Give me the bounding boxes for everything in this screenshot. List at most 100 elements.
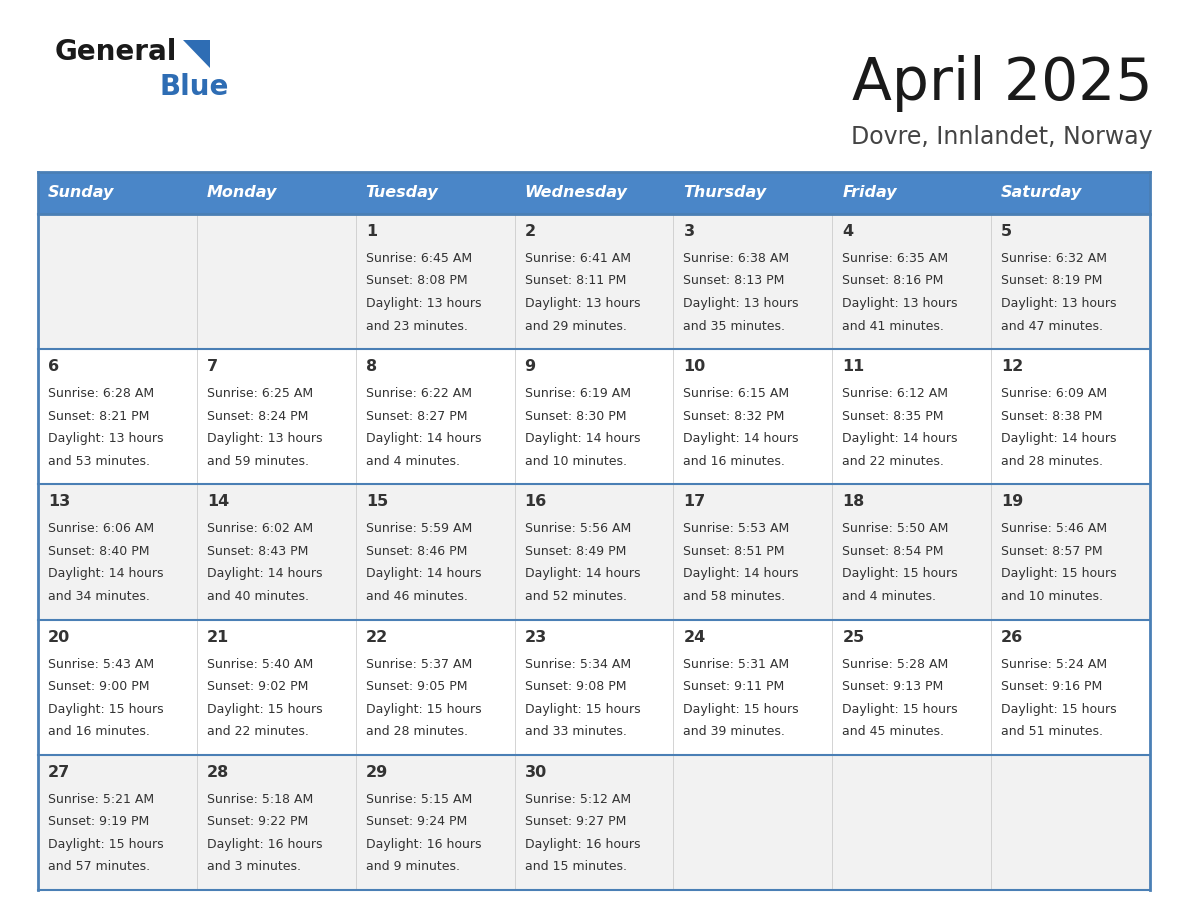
Text: and 4 minutes.: and 4 minutes. [842, 590, 936, 603]
Text: Sunrise: 5:56 AM: Sunrise: 5:56 AM [525, 522, 631, 535]
Text: and 39 minutes.: and 39 minutes. [683, 725, 785, 738]
Text: 2: 2 [525, 224, 536, 239]
Text: Sunset: 9:00 PM: Sunset: 9:00 PM [48, 680, 150, 693]
Text: Sunrise: 5:40 AM: Sunrise: 5:40 AM [207, 657, 314, 671]
Text: Sunrise: 6:28 AM: Sunrise: 6:28 AM [48, 387, 154, 400]
Text: Sunrise: 6:02 AM: Sunrise: 6:02 AM [207, 522, 312, 535]
Bar [833, 214, 991, 349]
Bar [38, 485, 197, 620]
Text: Daylight: 14 hours: Daylight: 14 hours [525, 432, 640, 445]
Text: and 57 minutes.: and 57 minutes. [48, 860, 150, 873]
Text: Sunset: 8:54 PM: Sunset: 8:54 PM [842, 545, 943, 558]
Text: Daylight: 15 hours: Daylight: 15 hours [1001, 702, 1117, 716]
Text: 4: 4 [842, 224, 853, 239]
Text: and 33 minutes.: and 33 minutes. [525, 725, 626, 738]
Text: 17: 17 [683, 495, 706, 509]
Bar [197, 485, 355, 620]
Text: 8: 8 [366, 359, 377, 375]
Text: Monday: Monday [207, 185, 277, 200]
Text: 13: 13 [48, 495, 70, 509]
Text: Sunset: 8:51 PM: Sunset: 8:51 PM [683, 545, 785, 558]
Text: Sunset: 8:21 PM: Sunset: 8:21 PM [48, 409, 150, 422]
Text: and 16 minutes.: and 16 minutes. [48, 725, 150, 738]
Text: Daylight: 14 hours: Daylight: 14 hours [842, 432, 958, 445]
Text: 5: 5 [1001, 224, 1012, 239]
Text: Thursday: Thursday [683, 185, 766, 200]
Text: Daylight: 16 hours: Daylight: 16 hours [525, 838, 640, 851]
Text: and 22 minutes.: and 22 minutes. [842, 454, 944, 467]
Bar [674, 485, 833, 620]
Text: 24: 24 [683, 630, 706, 644]
Text: Sunset: 9:22 PM: Sunset: 9:22 PM [207, 815, 308, 828]
Text: 28: 28 [207, 765, 229, 779]
Text: Sunrise: 6:32 AM: Sunrise: 6:32 AM [1001, 252, 1107, 265]
Text: and 9 minutes.: and 9 minutes. [366, 860, 460, 873]
Text: and 47 minutes.: and 47 minutes. [1001, 319, 1104, 332]
Text: Sunrise: 6:45 AM: Sunrise: 6:45 AM [366, 252, 472, 265]
Text: and 10 minutes.: and 10 minutes. [1001, 590, 1104, 603]
Text: and 51 minutes.: and 51 minutes. [1001, 725, 1104, 738]
Text: Sunset: 9:27 PM: Sunset: 9:27 PM [525, 815, 626, 828]
Text: Sunset: 8:32 PM: Sunset: 8:32 PM [683, 409, 785, 422]
Bar [355, 349, 514, 485]
Text: and 35 minutes.: and 35 minutes. [683, 319, 785, 332]
Text: Daylight: 13 hours: Daylight: 13 hours [842, 297, 958, 310]
Text: Daylight: 15 hours: Daylight: 15 hours [525, 702, 640, 716]
Text: Daylight: 15 hours: Daylight: 15 hours [48, 702, 164, 716]
Text: 25: 25 [842, 630, 865, 644]
Bar [833, 349, 991, 485]
Text: Sunset: 8:30 PM: Sunset: 8:30 PM [525, 409, 626, 422]
Bar [991, 485, 1150, 620]
Text: Sunrise: 5:21 AM: Sunrise: 5:21 AM [48, 793, 154, 806]
Bar [355, 485, 514, 620]
Text: Daylight: 13 hours: Daylight: 13 hours [366, 297, 481, 310]
Text: Saturday: Saturday [1001, 185, 1082, 200]
Text: Sunset: 9:16 PM: Sunset: 9:16 PM [1001, 680, 1102, 693]
Bar [38, 172, 1150, 214]
Text: Sunrise: 6:22 AM: Sunrise: 6:22 AM [366, 387, 472, 400]
Text: Daylight: 14 hours: Daylight: 14 hours [683, 432, 798, 445]
Text: and 16 minutes.: and 16 minutes. [683, 454, 785, 467]
Text: and 59 minutes.: and 59 minutes. [207, 454, 309, 467]
Bar [833, 755, 991, 890]
Text: Sunrise: 5:37 AM: Sunrise: 5:37 AM [366, 657, 472, 671]
Text: and 45 minutes.: and 45 minutes. [842, 725, 944, 738]
Text: Blue: Blue [160, 73, 229, 101]
Text: Tuesday: Tuesday [366, 185, 438, 200]
Text: Sunset: 9:11 PM: Sunset: 9:11 PM [683, 680, 785, 693]
Text: Wednesday: Wednesday [525, 185, 627, 200]
Text: and 58 minutes.: and 58 minutes. [683, 590, 785, 603]
Text: Sunrise: 6:12 AM: Sunrise: 6:12 AM [842, 387, 948, 400]
Text: and 23 minutes.: and 23 minutes. [366, 319, 468, 332]
Text: Sunset: 9:19 PM: Sunset: 9:19 PM [48, 815, 150, 828]
Text: 30: 30 [525, 765, 546, 779]
Text: Sunrise: 5:18 AM: Sunrise: 5:18 AM [207, 793, 314, 806]
Text: and 52 minutes.: and 52 minutes. [525, 590, 626, 603]
Text: 11: 11 [842, 359, 865, 375]
Text: Daylight: 15 hours: Daylight: 15 hours [683, 702, 800, 716]
Text: and 41 minutes.: and 41 minutes. [842, 319, 944, 332]
Text: and 40 minutes.: and 40 minutes. [207, 590, 309, 603]
Text: Sunset: 9:08 PM: Sunset: 9:08 PM [525, 680, 626, 693]
Bar [514, 755, 674, 890]
Text: Sunset: 8:13 PM: Sunset: 8:13 PM [683, 274, 785, 287]
Text: Sunrise: 6:09 AM: Sunrise: 6:09 AM [1001, 387, 1107, 400]
Text: and 53 minutes.: and 53 minutes. [48, 454, 150, 467]
Bar [833, 485, 991, 620]
Text: Sunset: 9:24 PM: Sunset: 9:24 PM [366, 815, 467, 828]
Text: and 4 minutes.: and 4 minutes. [366, 454, 460, 467]
Text: Sunset: 8:11 PM: Sunset: 8:11 PM [525, 274, 626, 287]
Text: Sunrise: 6:06 AM: Sunrise: 6:06 AM [48, 522, 154, 535]
Text: 21: 21 [207, 630, 229, 644]
Text: Daylight: 14 hours: Daylight: 14 hours [525, 567, 640, 580]
Text: Sunrise: 5:46 AM: Sunrise: 5:46 AM [1001, 522, 1107, 535]
Bar [514, 620, 674, 755]
Text: Sunset: 8:57 PM: Sunset: 8:57 PM [1001, 545, 1102, 558]
Text: and 29 minutes.: and 29 minutes. [525, 319, 626, 332]
Text: 16: 16 [525, 495, 546, 509]
Text: 12: 12 [1001, 359, 1023, 375]
Bar [197, 755, 355, 890]
Text: Daylight: 15 hours: Daylight: 15 hours [842, 567, 958, 580]
Text: and 10 minutes.: and 10 minutes. [525, 454, 626, 467]
Bar [674, 349, 833, 485]
